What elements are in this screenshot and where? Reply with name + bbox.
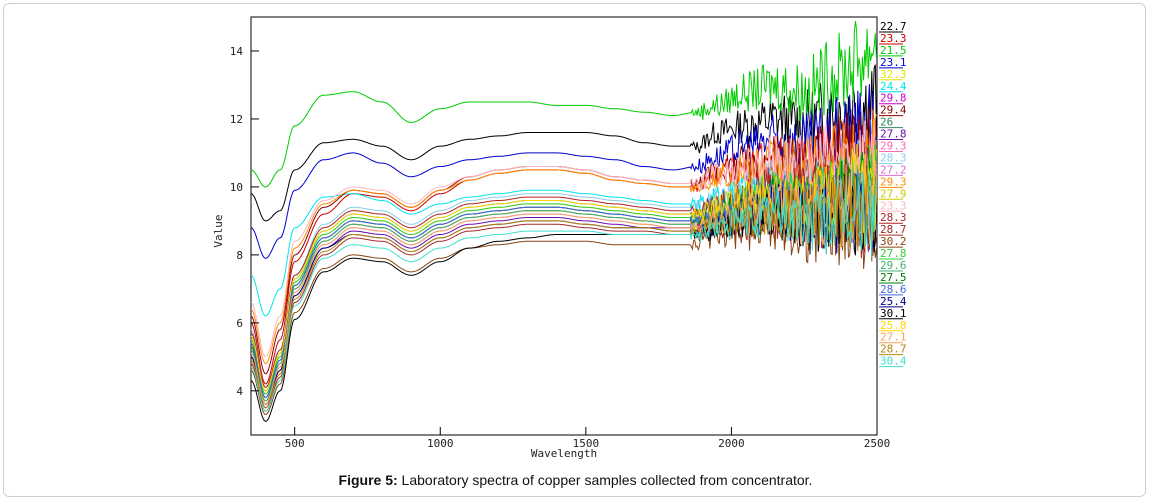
- y-tick-label: 8: [236, 249, 243, 262]
- legend-label: 28.7: [880, 223, 907, 236]
- figure-caption: Figure 5: Laboratory spectra of copper s…: [0, 472, 1151, 488]
- y-axis: 4 6 8 10 12 14: [230, 45, 259, 398]
- legend-label: 25.8: [880, 319, 907, 332]
- legend-label: 24.4: [880, 80, 907, 93]
- figure-label: Figure 5:: [338, 472, 398, 488]
- legend-label: 27.8: [880, 247, 907, 260]
- caption-text: Laboratory spectra of copper samples col…: [397, 472, 813, 488]
- legend-label: 28.7: [880, 343, 907, 356]
- series-line: [250, 118, 877, 358]
- x-axis: 500 1000 1500 2000 2500: [285, 427, 891, 450]
- x-axis-title: Wavelength: [531, 447, 597, 460]
- series-line: [250, 165, 877, 409]
- series-line: [250, 109, 877, 365]
- series-line: [250, 64, 877, 222]
- series-line: [250, 158, 877, 405]
- legend-label: 27.9: [880, 187, 907, 200]
- y-tick-label: 10: [230, 181, 243, 194]
- legend-label: 23.1: [880, 56, 907, 69]
- legend-label: 28.3: [880, 211, 907, 224]
- series-line: [250, 20, 877, 188]
- legend-label: 29.4: [880, 104, 907, 117]
- plot-area-border: [250, 16, 878, 436]
- legend-label: 26: [880, 116, 893, 129]
- legend-label: 23.3: [880, 199, 907, 212]
- legend: 22.723.321.523.132.324.429.829.42627.829…: [879, 20, 907, 368]
- series-line: [250, 174, 877, 422]
- legend-label: 30.1: [880, 307, 907, 320]
- legend-label: 30.4: [880, 355, 907, 368]
- legend-label: 27.8: [880, 128, 907, 141]
- series-line: [250, 83, 877, 259]
- x-tick-label: 1000: [427, 437, 454, 450]
- y-axis-title: Value: [212, 214, 225, 247]
- figure-frame: [3, 3, 1146, 497]
- x-tick-label: 2000: [718, 437, 745, 450]
- legend-label: 27.5: [880, 271, 907, 284]
- legend-label: 32.3: [880, 68, 907, 81]
- legend-label: 28.6: [880, 283, 907, 296]
- x-tick-label: 500: [285, 437, 305, 450]
- series-line: [250, 170, 877, 412]
- legend-label: 25.4: [880, 295, 907, 308]
- legend-label: 22.7: [880, 20, 907, 33]
- series-layer: [250, 20, 877, 422]
- legend-label: 29.8: [880, 92, 907, 105]
- legend-label: 21.5: [880, 44, 907, 57]
- legend-label: 27.1: [880, 331, 907, 344]
- y-tick-label: 4: [236, 385, 243, 398]
- legend-label: 30.2: [880, 235, 907, 248]
- legend-label: 27.2: [880, 163, 907, 176]
- y-tick-label: 14: [230, 45, 244, 58]
- legend-label: 29.6: [880, 259, 907, 272]
- x-tick-label: 2500: [864, 437, 891, 450]
- y-tick-label: 6: [236, 317, 243, 330]
- legend-label: 23.3: [880, 32, 907, 45]
- legend-label: 29.3: [880, 175, 907, 188]
- legend-label: 29.3: [880, 140, 907, 153]
- x-tick-label: 1500: [573, 437, 600, 450]
- legend-label: 28.3: [880, 151, 907, 164]
- y-tick-label: 12: [230, 113, 243, 126]
